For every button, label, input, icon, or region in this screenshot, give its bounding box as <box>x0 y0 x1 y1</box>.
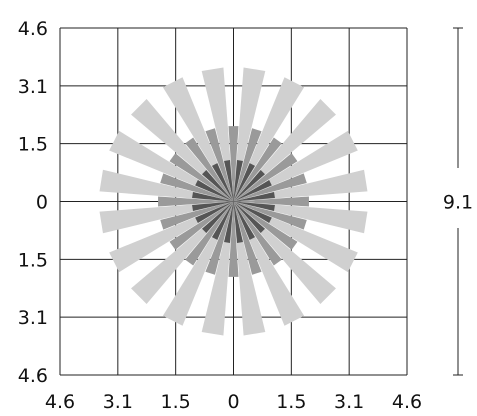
inner-ray <box>233 201 275 211</box>
middle-ray <box>160 201 234 230</box>
inner-ray <box>233 163 256 202</box>
y-tick-label: 3.1 <box>18 76 48 98</box>
y-tick-label: 1.5 <box>18 134 48 156</box>
middle-ray <box>233 128 262 202</box>
x-tick-label: 4.6 <box>392 391 422 413</box>
x-tick-label: 1.5 <box>161 391 191 413</box>
x-tick-label: 4.6 <box>45 391 75 413</box>
inner-ray <box>233 192 275 202</box>
middle-ray <box>233 153 298 202</box>
dimension-label: 9.1 <box>443 192 473 214</box>
inner-ray <box>233 201 272 224</box>
middle-ray <box>233 173 307 202</box>
y-tick-label: 4.6 <box>18 18 48 40</box>
outer-ray <box>233 169 368 202</box>
y-tick-label: 0 <box>36 192 48 214</box>
middle-ray <box>205 201 234 275</box>
inner-ray <box>233 201 256 240</box>
outer-ray <box>201 201 234 336</box>
middle-ray <box>228 126 239 202</box>
y-tick-label: 4.6 <box>18 365 48 387</box>
inner-ray <box>192 192 234 202</box>
inner-ray <box>233 201 265 233</box>
outer-ray <box>233 201 266 336</box>
inner-ray <box>211 201 234 240</box>
inner-ray <box>202 201 234 233</box>
inner-ray <box>233 201 243 243</box>
middle-ray <box>233 201 282 266</box>
middle-ray <box>228 201 239 277</box>
middle-ray <box>169 153 234 202</box>
inner-ray <box>233 170 265 202</box>
y-tick-label: 1.5 <box>18 249 48 271</box>
inner-ray <box>211 163 234 202</box>
inner-ray <box>192 201 234 211</box>
inner-ray <box>224 160 234 202</box>
outer-ray <box>233 201 368 234</box>
dimension-marker: 9.1 <box>443 27 473 376</box>
x-tick-label: 0 <box>227 391 239 413</box>
outer-ray <box>99 169 234 202</box>
x-tick-label: 1.5 <box>276 391 306 413</box>
outer-ray <box>99 201 234 234</box>
outer-ray <box>201 67 234 202</box>
middle-ray <box>233 201 262 275</box>
inner-ray <box>195 179 234 202</box>
outer-ray <box>233 67 266 202</box>
starburst-rays <box>99 67 368 336</box>
y-axis-tick-labels: 4.6 3.1 1.5 0 1.5 3.1 4.6 <box>18 18 48 387</box>
middle-ray <box>233 201 298 250</box>
inner-ray <box>195 201 234 224</box>
middle-ray <box>169 201 234 250</box>
middle-ray <box>233 137 282 202</box>
x-axis-tick-labels: 4.6 3.1 1.5 0 1.5 3.1 4.6 <box>45 391 422 413</box>
middle-ray <box>160 173 234 202</box>
middle-ray <box>233 201 307 230</box>
x-tick-label: 3.1 <box>103 391 133 413</box>
middle-ray <box>185 201 234 266</box>
middle-ray <box>233 196 309 207</box>
inner-ray <box>233 160 243 202</box>
inner-ray <box>224 201 234 243</box>
inner-ray <box>233 179 272 202</box>
middle-ray <box>185 137 234 202</box>
middle-ray <box>158 196 234 207</box>
x-tick-label: 3.1 <box>334 391 364 413</box>
y-tick-label: 3.1 <box>18 307 48 329</box>
inner-ray <box>202 170 234 202</box>
middle-ray <box>205 128 234 202</box>
